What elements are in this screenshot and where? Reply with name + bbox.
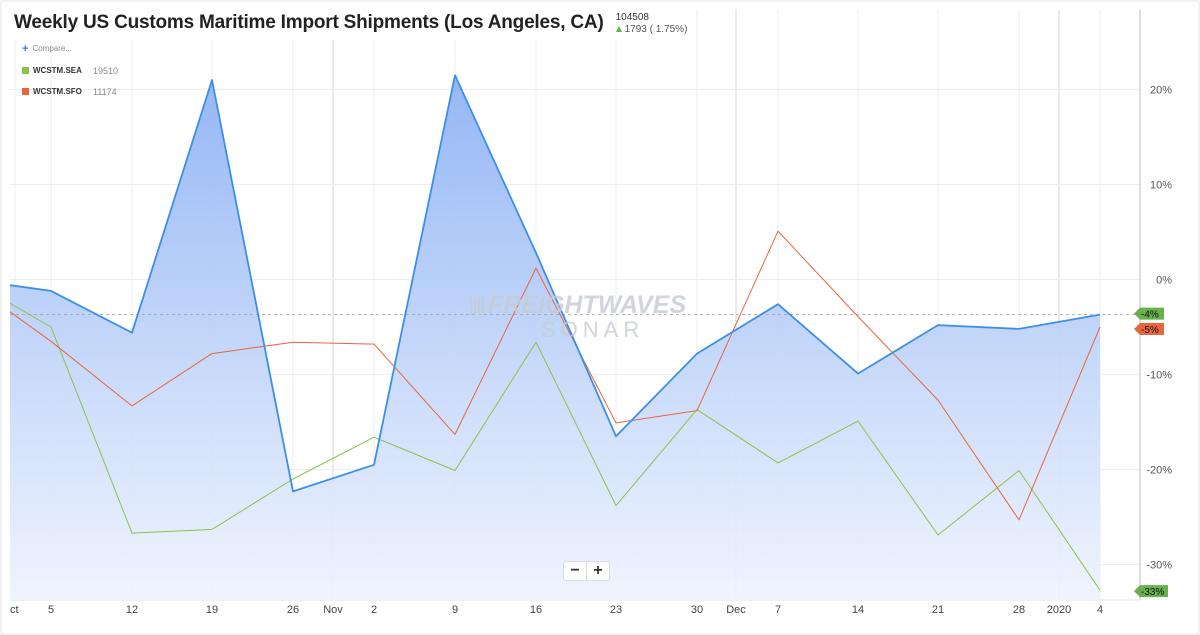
sfo-series-line — [9, 230, 1101, 521]
price-block: 104508 1793 ( 1.75%) — [615, 12, 688, 36]
legend-value-sea: 19510 — [93, 65, 119, 76]
end-value-label: -4% — [1141, 310, 1159, 321]
watermark-freightwaves: FREIGHTWAVES — [470, 291, 686, 320]
chart-title: Weekly US Customs Maritime Import Shipme… — [14, 12, 604, 33]
compare-button[interactable]: + Compare... — [22, 42, 118, 55]
x-tick-label: 19 — [206, 604, 218, 616]
end-value-flag — [1134, 585, 1168, 598]
x-tick-label: 7 — [775, 604, 781, 616]
zoom-controls: − + — [563, 561, 610, 581]
x-tick-label: 2 — [371, 604, 377, 616]
x-tick-label: 23 — [610, 604, 622, 616]
freightwaves-logo-icon — [470, 297, 484, 315]
zoom-out-button[interactable]: − — [564, 562, 587, 580]
x-tick-label: 4 — [1097, 604, 1103, 616]
legend-name-sea: WCSTM.SEA — [33, 66, 82, 75]
watermark-sonar: SONAR — [541, 317, 645, 342]
legend-item-sfo[interactable]: WCSTM.SFO 11174 — [22, 81, 118, 102]
x-tick-label: 5 — [48, 604, 54, 616]
up-arrow-icon — [615, 26, 622, 33]
x-tick-label: 2020 — [1047, 604, 1071, 616]
x-tick-label: 28 — [1013, 604, 1025, 616]
x-tick-label: 16 — [530, 604, 542, 616]
x-tick-label: 12 — [126, 604, 138, 616]
watermark-line1: FREIGHTWAVES — [488, 291, 687, 319]
legend-value-sfo: 11174 — [93, 86, 117, 97]
legend-swatch-sea — [22, 67, 29, 74]
x-tick-label: 21 — [932, 604, 944, 616]
end-value-label: -5% — [1141, 325, 1159, 336]
legend-item-sea[interactable]: WCSTM.SEA 19510 — [22, 60, 118, 81]
legend-name-sfo: WCSTM.SFO — [33, 87, 82, 96]
plus-icon: + — [22, 42, 29, 55]
zoom-in-button[interactable]: + — [593, 562, 603, 579]
price-change-row: 1793 ( 1.75%) — [615, 24, 688, 36]
end-value-flag — [1134, 307, 1164, 320]
sea-series-line — [9, 302, 1101, 591]
x-tick-label: Nov — [323, 604, 343, 616]
price-value: 104508 — [615, 12, 649, 23]
end-value-label: -33% — [1141, 587, 1164, 598]
end-value-flag — [1134, 323, 1164, 335]
price-change: 1793 ( 1.75%) — [624, 24, 688, 35]
x-tick-label: 30 — [691, 604, 703, 616]
chart-header: Weekly US Customs Maritime Import Shipme… — [8, 8, 696, 40]
main-series-line — [9, 74, 1101, 493]
y-tick-label: -30% — [1146, 560, 1172, 572]
x-tick-label: 9 — [452, 604, 458, 616]
y-tick-label: -20% — [1146, 465, 1172, 477]
x-tick-label: ct — [10, 604, 19, 616]
compare-label: Compare... — [32, 44, 73, 53]
main-series-area — [10, 75, 1100, 601]
x-tick-label: Dec — [726, 604, 746, 616]
x-tick-label: 26 — [287, 604, 299, 616]
legend: + Compare... WCSTM.SEA 19510 WCSTM.SFO 1… — [22, 42, 118, 102]
x-tick-label: 14 — [852, 604, 864, 616]
y-tick-label: -10% — [1146, 370, 1172, 382]
y-tick-label: 20% — [1150, 85, 1172, 97]
y-tick-label: 10% — [1150, 180, 1172, 192]
legend-swatch-sfo — [22, 88, 29, 95]
y-tick-label: 0% — [1156, 275, 1172, 287]
